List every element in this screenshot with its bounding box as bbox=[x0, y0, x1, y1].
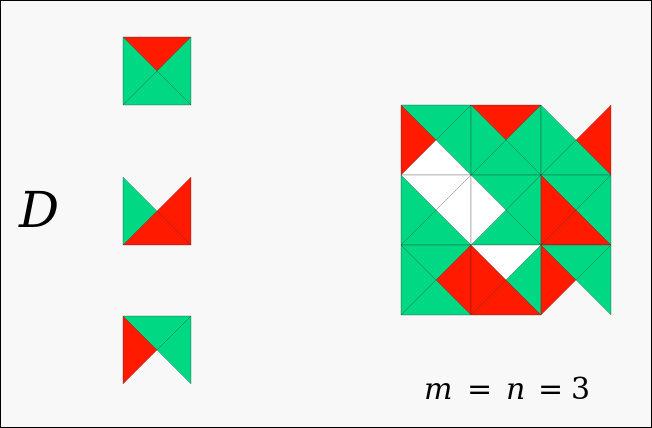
tile-2 bbox=[122, 176, 192, 246]
tiling-cell-2-0-left bbox=[400, 244, 437, 316]
equation-value: 3 bbox=[571, 372, 590, 407]
tile-1-left bbox=[122, 36, 158, 106]
tiling-cell-0-2 bbox=[540, 104, 612, 176]
tiling-cell-0-0-left bbox=[400, 104, 437, 176]
tiling-cell-2-1-left bbox=[470, 244, 507, 316]
tiling-cell-2-1 bbox=[470, 244, 542, 316]
equation-equals-2: = bbox=[538, 372, 563, 407]
equation-n: n bbox=[506, 372, 525, 407]
tiling-cell-1-0-left bbox=[400, 174, 437, 246]
tiling-cell-1-2-left bbox=[540, 174, 577, 246]
tiling-cell-1-1-left bbox=[470, 174, 507, 246]
tiling-3x3 bbox=[400, 104, 612, 316]
equation-label: m = n = 3 bbox=[424, 372, 590, 407]
tiling-cell-2-0 bbox=[400, 244, 472, 316]
tiling-cell-1-1 bbox=[470, 174, 542, 246]
tile-set-d bbox=[122, 36, 192, 385]
equation-equals-1: = bbox=[467, 372, 492, 407]
tiling-cell-2-2-left bbox=[540, 244, 577, 316]
tile-2-left bbox=[122, 176, 158, 246]
tile-3-right bbox=[156, 315, 192, 385]
tiling-cell-2-2 bbox=[540, 244, 612, 316]
tiling-cell-0-0 bbox=[400, 104, 472, 176]
tiling-cell-1-0 bbox=[400, 174, 472, 246]
tiling-cell-1-2 bbox=[540, 174, 612, 246]
set-label-d: D bbox=[18, 181, 59, 239]
tile-3-left bbox=[122, 315, 158, 385]
tile-3 bbox=[122, 315, 192, 385]
tiling-cell-0-1-left bbox=[470, 104, 507, 176]
tiling-cell-2-2-right bbox=[575, 244, 612, 316]
equation-m: m bbox=[424, 372, 452, 407]
tile-1 bbox=[122, 36, 192, 106]
tiling-cell-0-2-left bbox=[540, 104, 577, 176]
tiling-cell-0-1 bbox=[470, 104, 542, 176]
